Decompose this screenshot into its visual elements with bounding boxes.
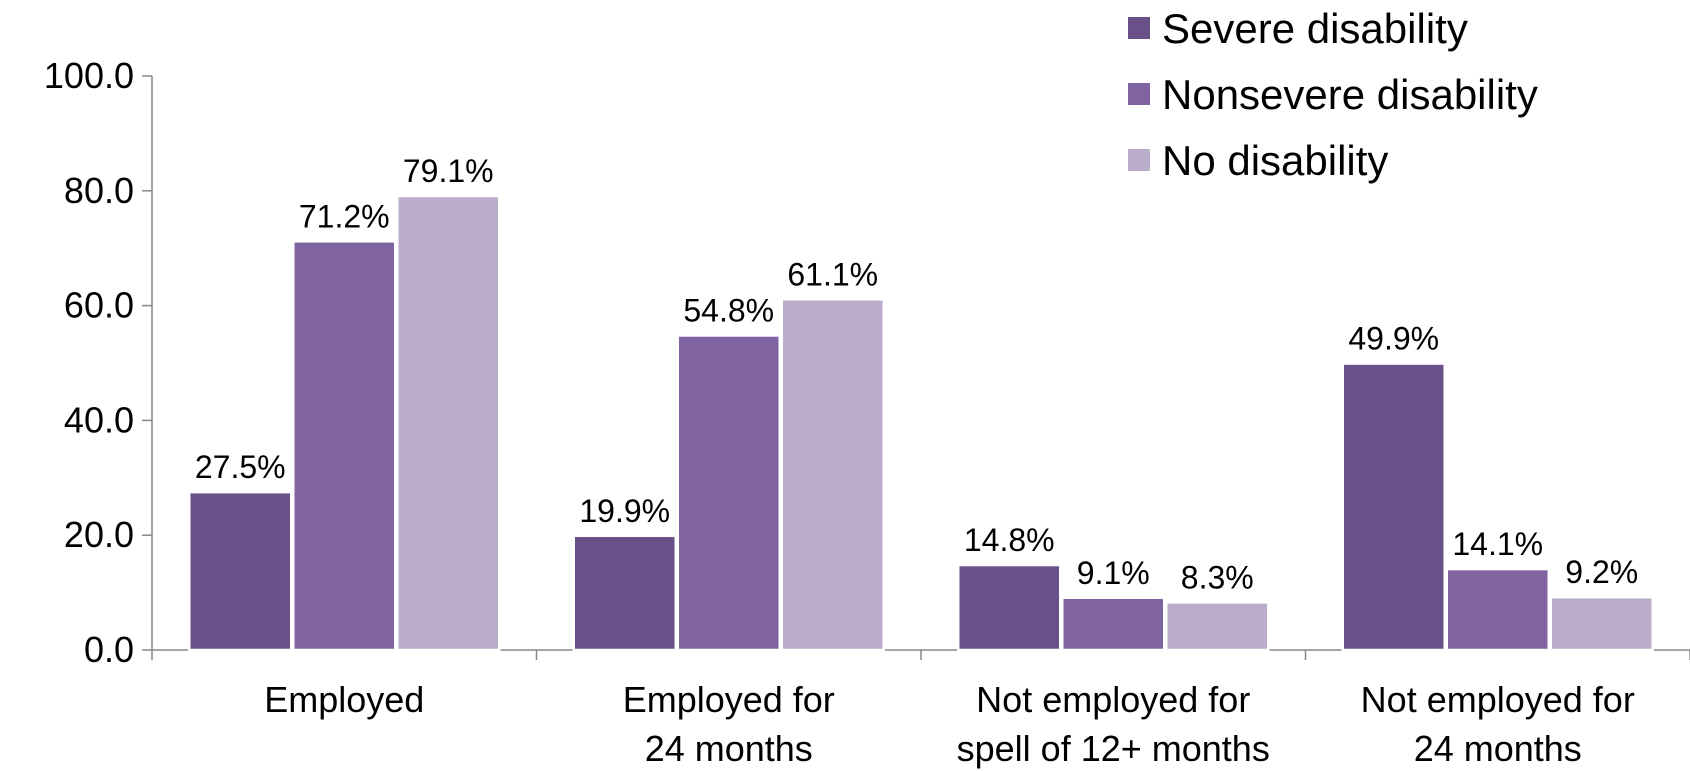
data-label: 8.3% <box>1181 559 1254 595</box>
y-tick-label: 40.0 <box>64 399 134 440</box>
bars <box>188 194 1654 652</box>
x-category-label: Not employed for <box>1361 679 1635 720</box>
legend: Severe disability Nonsevere disability No … <box>1128 5 1538 184</box>
bar <box>1445 567 1550 652</box>
data-label: 14.1% <box>1452 526 1543 562</box>
legend-swatch <box>1128 149 1150 171</box>
y-tick-label: 60.0 <box>64 285 134 326</box>
legend-label: No disability <box>1162 137 1388 184</box>
y-tick-label: 100.0 <box>44 55 134 96</box>
x-category-label: 24 months <box>645 728 813 769</box>
data-label: 49.9% <box>1348 321 1439 357</box>
bar <box>780 298 885 652</box>
data-label: 14.8% <box>964 522 1055 558</box>
bar <box>572 534 677 652</box>
legend-label: Nonsevere disability <box>1162 71 1538 118</box>
bar <box>676 334 781 652</box>
bar <box>1165 601 1270 652</box>
bar <box>957 563 1062 652</box>
axes: 0.0 20.0 40.0 60.0 80.0 100.0 Employed Employed… <box>44 55 1690 769</box>
y-tick-label: 20.0 <box>64 514 134 555</box>
data-label: 71.2% <box>299 198 390 234</box>
bar <box>188 490 293 652</box>
legend-swatch <box>1128 17 1150 39</box>
x-category-label: spell of 12+ months <box>957 728 1270 769</box>
legend-swatch <box>1128 83 1150 105</box>
legend-label: Severe disability <box>1162 5 1468 52</box>
x-category-label: Employed <box>264 679 424 720</box>
data-label: 9.2% <box>1565 554 1638 590</box>
data-label: 79.1% <box>403 153 494 189</box>
data-labels: 27.5% 71.2% 79.1% 19.9% 54.8% 61.1% 14.8% 9.1% 8… <box>195 153 1638 595</box>
data-label: 9.1% <box>1077 555 1150 591</box>
data-label: 19.9% <box>579 493 670 529</box>
x-category-label: 24 months <box>1414 728 1582 769</box>
bar <box>396 194 501 652</box>
y-tick-label: 0.0 <box>84 629 134 670</box>
bar <box>1061 596 1166 652</box>
data-label: 54.8% <box>683 292 774 328</box>
bar <box>292 240 397 652</box>
x-category-label: Employed for <box>623 679 835 720</box>
data-label: 27.5% <box>195 449 286 485</box>
bar <box>1341 362 1446 652</box>
data-label: 61.1% <box>787 256 878 292</box>
bar <box>1549 595 1654 652</box>
x-category-label: Not employed for <box>976 679 1250 720</box>
y-tick-label: 80.0 <box>64 170 134 211</box>
